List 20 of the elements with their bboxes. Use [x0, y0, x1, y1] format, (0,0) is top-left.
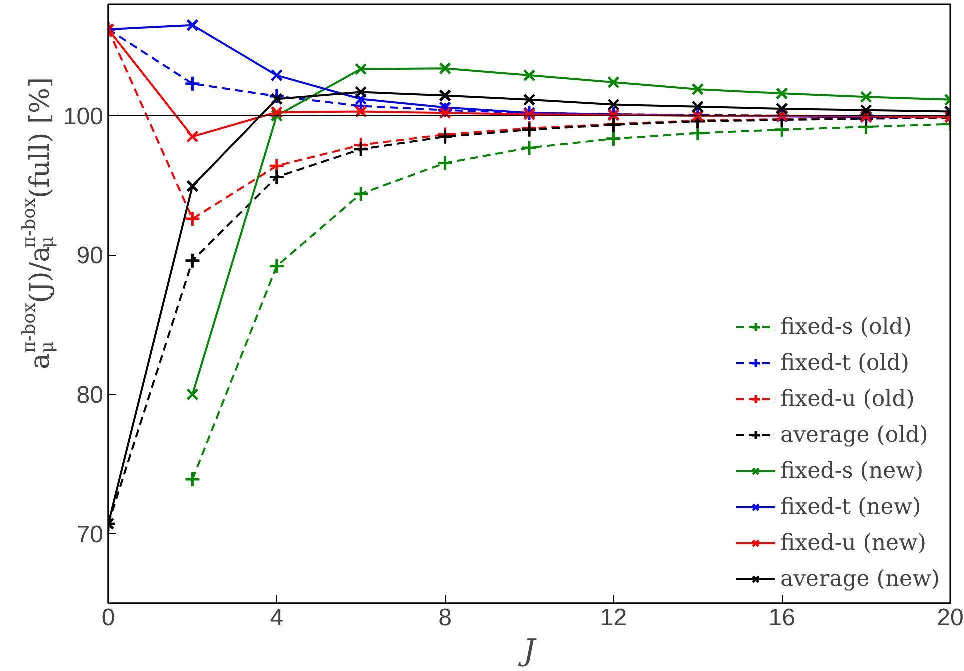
- x-axis-title: J: [517, 634, 538, 668]
- x-tick-label: 20: [937, 604, 964, 632]
- y-tick-label: 70: [76, 521, 104, 548]
- x-tick-label: 0: [102, 604, 116, 632]
- y-axis-title: aμπ-box(J)/aμπ-box(full) [%]: [19, 77, 58, 370]
- x-tick-label: 8: [438, 604, 452, 632]
- x-tick-label: 12: [600, 604, 628, 632]
- legend-label: average (old): [780, 422, 928, 449]
- legend-label: fixed-t (old): [780, 350, 910, 377]
- y-tick-label: 100: [63, 103, 104, 130]
- legend-label: fixed-u (new): [780, 530, 926, 557]
- y-tick-label: 90: [76, 242, 104, 270]
- legend-label: fixed-u (old): [780, 386, 915, 413]
- y-tick-label: 80: [76, 382, 104, 410]
- legend-label: fixed-s (old): [780, 314, 912, 341]
- legend-label: fixed-s (new): [780, 458, 924, 485]
- x-tick-label: 4: [270, 604, 284, 632]
- x-tick-label: 16: [768, 604, 796, 632]
- legend-label: fixed-t (new): [780, 494, 922, 521]
- legend-label: average (new): [780, 566, 940, 593]
